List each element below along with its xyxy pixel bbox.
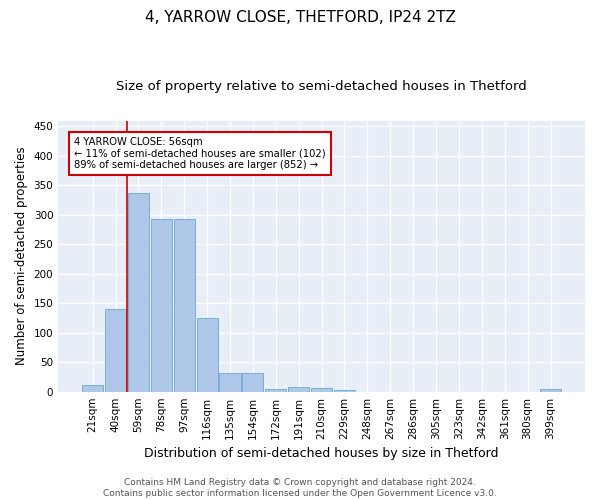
Bar [265,388,286,392]
Bar [288,387,309,392]
X-axis label: Distribution of semi-detached houses by size in Thetford: Distribution of semi-detached houses by … [145,447,499,460]
Bar [242,373,263,392]
Bar [151,219,172,392]
Title: Size of property relative to semi-detached houses in Thetford: Size of property relative to semi-detach… [116,80,527,93]
Bar [82,384,103,392]
Bar [220,373,241,392]
Bar [334,390,355,392]
Bar [173,219,195,392]
Text: 4, YARROW CLOSE, THETFORD, IP24 2TZ: 4, YARROW CLOSE, THETFORD, IP24 2TZ [145,10,455,25]
Bar [540,390,561,392]
Bar [105,309,126,392]
Bar [197,318,218,392]
Bar [128,193,149,392]
Text: 4 YARROW CLOSE: 56sqm
← 11% of semi-detached houses are smaller (102)
89% of sem: 4 YARROW CLOSE: 56sqm ← 11% of semi-deta… [74,137,326,170]
Bar [311,388,332,392]
Text: Contains HM Land Registry data © Crown copyright and database right 2024.
Contai: Contains HM Land Registry data © Crown c… [103,478,497,498]
Y-axis label: Number of semi-detached properties: Number of semi-detached properties [15,147,28,366]
